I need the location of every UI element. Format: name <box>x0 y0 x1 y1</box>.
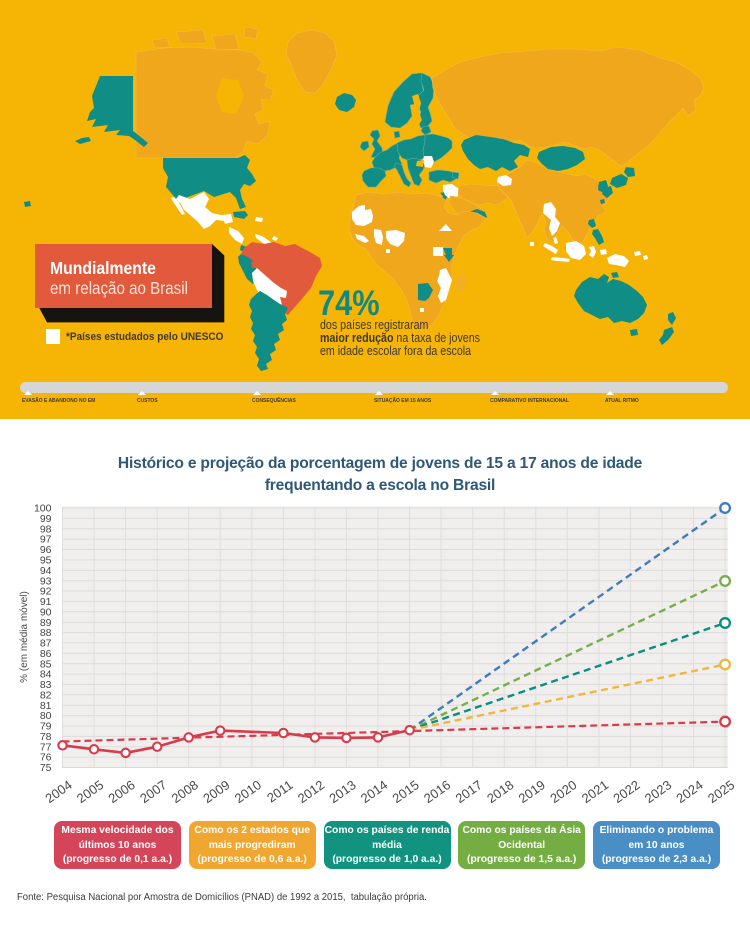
svg-text:98: 98 <box>40 523 52 535</box>
svg-text:2008: 2008 <box>169 777 201 806</box>
svg-text:2007: 2007 <box>137 777 169 806</box>
svg-text:96: 96 <box>40 544 52 556</box>
svg-text:2011: 2011 <box>264 777 296 805</box>
svg-text:2013: 2013 <box>326 777 358 806</box>
svg-text:75: 75 <box>40 762 52 774</box>
svg-text:83: 83 <box>40 679 52 691</box>
svg-text:93: 93 <box>40 575 52 587</box>
svg-text:92: 92 <box>40 586 52 598</box>
svg-text:2018: 2018 <box>484 777 516 806</box>
svg-text:2017: 2017 <box>453 777 485 806</box>
svg-text:97: 97 <box>40 534 52 546</box>
svg-text:2006: 2006 <box>106 777 138 806</box>
svg-text:79: 79 <box>40 721 52 733</box>
svg-text:2019: 2019 <box>516 777 548 806</box>
svg-text:2024: 2024 <box>673 777 705 806</box>
svg-text:88: 88 <box>40 627 52 639</box>
svg-text:2014: 2014 <box>358 777 390 806</box>
svg-text:2010: 2010 <box>232 777 264 806</box>
svg-text:86: 86 <box>40 648 52 660</box>
svg-text:2004: 2004 <box>42 777 74 806</box>
svg-text:2022: 2022 <box>610 777 642 806</box>
svg-text:87: 87 <box>40 638 52 650</box>
svg-text:2025: 2025 <box>705 777 737 806</box>
svg-text:80: 80 <box>40 710 52 722</box>
svg-text:94: 94 <box>40 565 52 577</box>
svg-text:81: 81 <box>40 700 52 712</box>
svg-text:85: 85 <box>40 658 52 670</box>
svg-text:84: 84 <box>40 669 52 681</box>
svg-text:95: 95 <box>40 555 52 567</box>
svg-text:90: 90 <box>40 606 52 618</box>
svg-text:2009: 2009 <box>200 777 232 806</box>
svg-text:77: 77 <box>40 741 52 753</box>
svg-text:91: 91 <box>40 596 52 608</box>
svg-text:% (em média móvel): % (em média móvel) <box>19 591 30 683</box>
svg-text:100: 100 <box>34 503 52 515</box>
svg-text:89: 89 <box>40 617 52 629</box>
svg-text:2012: 2012 <box>295 777 327 806</box>
svg-text:2005: 2005 <box>74 777 106 806</box>
svg-text:2016: 2016 <box>421 777 453 806</box>
svg-text:2015: 2015 <box>390 777 422 806</box>
svg-text:2023: 2023 <box>642 777 674 806</box>
svg-text:78: 78 <box>40 731 52 743</box>
svg-text:2020: 2020 <box>547 777 579 806</box>
svg-text:99: 99 <box>40 513 52 525</box>
svg-text:82: 82 <box>40 689 52 701</box>
svg-text:76: 76 <box>40 752 52 764</box>
svg-text:2021: 2021 <box>579 777 611 806</box>
